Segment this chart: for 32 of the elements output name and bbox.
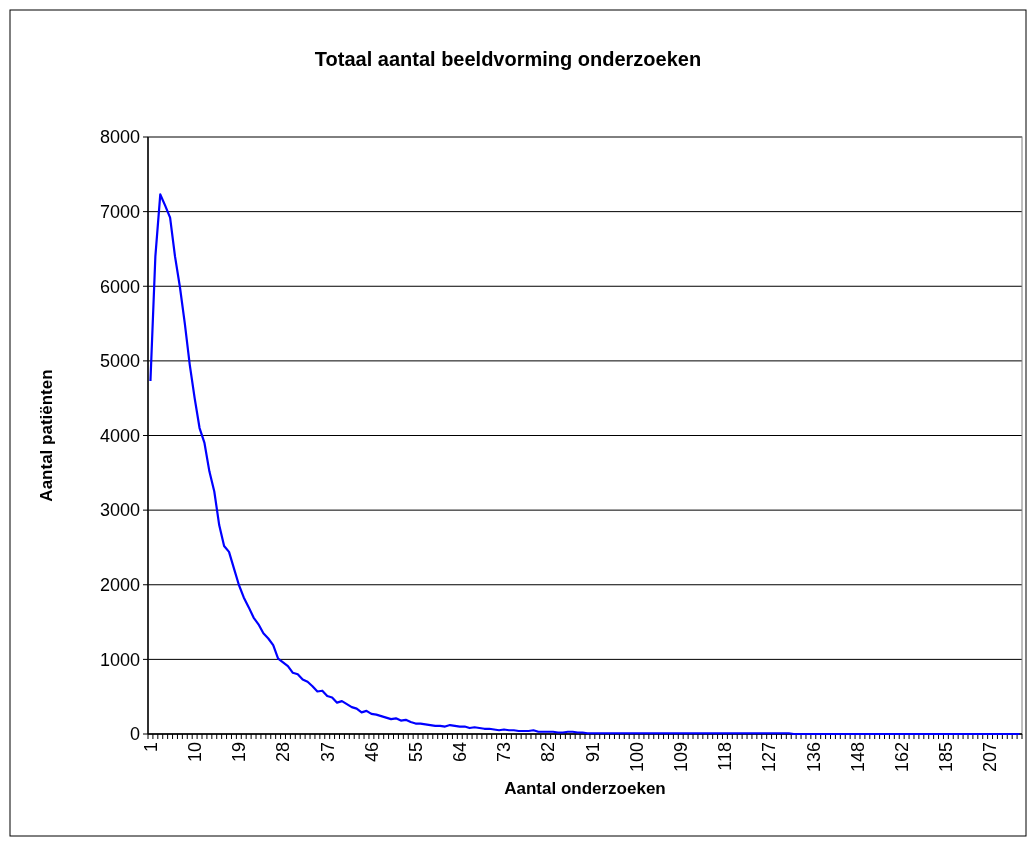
y-tick-label: 7000 (99, 201, 140, 222)
x-tick-label: 46 (361, 742, 382, 763)
x-tick-label: 136 (803, 742, 824, 773)
y-tick-label: 1000 (99, 649, 140, 670)
x-tick-label: 109 (671, 742, 692, 773)
x-tick-label: 207 (980, 742, 1001, 773)
x-tick-label: 73 (494, 742, 515, 763)
y-tick-label: 8000 (99, 127, 140, 148)
x-tick-label: 118 (715, 742, 736, 771)
x-tick-label: 10 (184, 742, 205, 763)
y-tick-label: 3000 (99, 500, 140, 521)
x-tick-label: 100 (626, 742, 647, 773)
x-tick-label: 82 (538, 742, 559, 763)
x-tick-label: 185 (936, 742, 957, 773)
y-tick-label: 2000 (99, 575, 140, 596)
x-tick-label: 19 (229, 742, 250, 763)
x-tick-label: 28 (273, 742, 294, 763)
x-tick-label: 64 (450, 742, 471, 763)
x-tick-label: 162 (892, 742, 912, 773)
y-tick-label: 0 (129, 724, 140, 745)
x-axis-title: Aantal onderzoeken (504, 779, 666, 798)
x-tick-label: 1 (140, 742, 161, 753)
chart-title: Totaal aantal beeldvorming onderzoeken (314, 48, 702, 70)
x-tick-label: 37 (317, 742, 338, 763)
x-tick-label: 91 (582, 742, 603, 763)
x-tick-label: 148 (847, 742, 868, 773)
x-tick-label: 127 (759, 742, 780, 773)
y-axis-title: Aantal patiënten (37, 369, 56, 502)
y-tick-label: 4000 (99, 425, 140, 446)
x-tick-label: 55 (405, 742, 426, 763)
y-tick-label: 6000 (99, 276, 140, 297)
y-tick-label: 5000 (99, 351, 140, 372)
